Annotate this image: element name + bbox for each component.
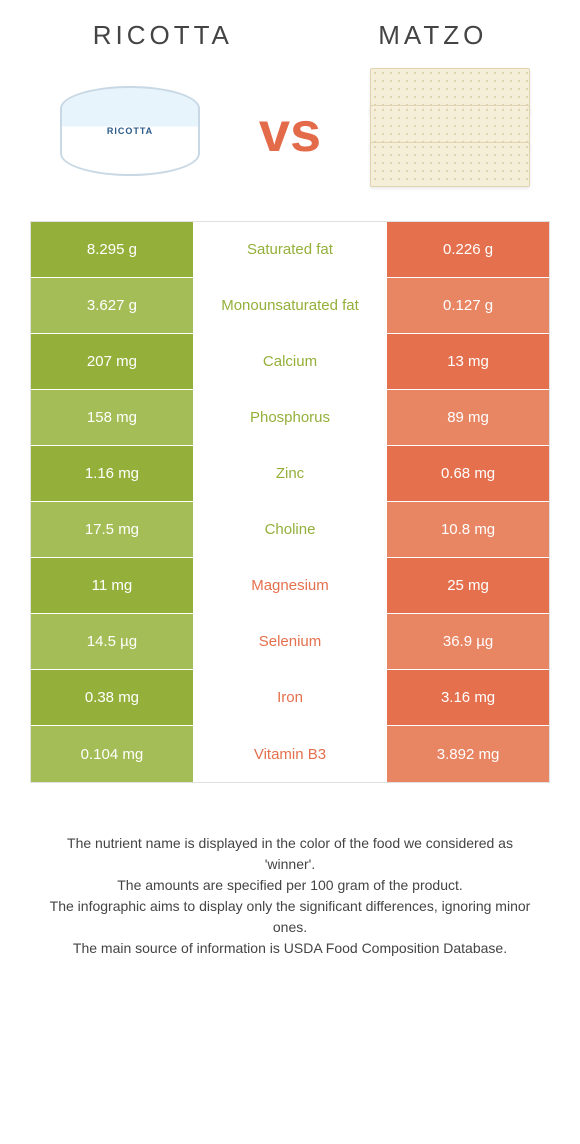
cell-food1-value: 207 mg <box>31 334 193 389</box>
food2-title: Matzo <box>378 20 487 51</box>
footer-line: The infographic aims to display only the… <box>40 896 540 938</box>
cell-food2-value: 0.226 g <box>387 222 549 277</box>
cell-food2-value: 0.127 g <box>387 278 549 333</box>
cell-nutrient-name: Monounsaturated fat <box>193 278 387 333</box>
cell-food1-value: 0.104 mg <box>31 726 193 782</box>
table-row: 3.627 gMonounsaturated fat0.127 g <box>31 278 549 334</box>
cell-food1-value: 8.295 g <box>31 222 193 277</box>
cell-nutrient-name: Calcium <box>193 334 387 389</box>
table-row: 0.104 mgVitamin B33.892 mg <box>31 726 549 782</box>
cell-food2-value: 10.8 mg <box>387 502 549 557</box>
cell-food2-value: 13 mg <box>387 334 549 389</box>
food2-image <box>360 66 540 196</box>
cell-nutrient-name: Phosphorus <box>193 390 387 445</box>
food1-image: RICOTTA <box>40 66 220 196</box>
footer-notes: The nutrient name is displayed in the co… <box>20 833 560 959</box>
table-row: 207 mgCalcium13 mg <box>31 334 549 390</box>
cell-nutrient-name: Magnesium <box>193 558 387 613</box>
cell-food2-value: 3.16 mg <box>387 670 549 725</box>
table-row: 11 mgMagnesium25 mg <box>31 558 549 614</box>
cell-food2-value: 36.9 µg <box>387 614 549 669</box>
cell-nutrient-name: Choline <box>193 502 387 557</box>
ricotta-tub-icon: RICOTTA <box>60 86 200 176</box>
cell-food1-value: 158 mg <box>31 390 193 445</box>
cell-nutrient-name: Vitamin B3 <box>193 726 387 782</box>
footer-line: The amounts are specified per 100 gram o… <box>40 875 540 896</box>
cell-food2-value: 0.68 mg <box>387 446 549 501</box>
ricotta-label: RICOTTA <box>107 126 153 136</box>
matzo-piece-icon <box>370 142 530 187</box>
cell-food1-value: 3.627 g <box>31 278 193 333</box>
cell-food1-value: 1.16 mg <box>31 446 193 501</box>
cell-food2-value: 3.892 mg <box>387 726 549 782</box>
footer-line: The main source of information is USDA F… <box>40 938 540 959</box>
cell-nutrient-name: Zinc <box>193 446 387 501</box>
table-row: 8.295 gSaturated fat0.226 g <box>31 222 549 278</box>
cell-food1-value: 14.5 µg <box>31 614 193 669</box>
table-row: 0.38 mgIron3.16 mg <box>31 670 549 726</box>
cell-food2-value: 89 mg <box>387 390 549 445</box>
vs-label: vs <box>259 99 321 164</box>
cell-food1-value: 17.5 mg <box>31 502 193 557</box>
table-row: 17.5 mgCholine10.8 mg <box>31 502 549 558</box>
cell-nutrient-name: Saturated fat <box>193 222 387 277</box>
header: Ricotta Matzo <box>20 20 560 51</box>
table-row: 1.16 mgZinc0.68 mg <box>31 446 549 502</box>
images-row: RICOTTA vs <box>20 66 560 196</box>
table-row: 14.5 µgSelenium36.9 µg <box>31 614 549 670</box>
cell-nutrient-name: Iron <box>193 670 387 725</box>
food1-title: Ricotta <box>93 20 233 51</box>
cell-food1-value: 0.38 mg <box>31 670 193 725</box>
table-row: 158 mgPhosphorus89 mg <box>31 390 549 446</box>
comparison-table: 8.295 gSaturated fat0.226 g3.627 gMonoun… <box>30 221 550 783</box>
cell-food1-value: 11 mg <box>31 558 193 613</box>
footer-line: The nutrient name is displayed in the co… <box>40 833 540 875</box>
cell-food2-value: 25 mg <box>387 558 549 613</box>
cell-nutrient-name: Selenium <box>193 614 387 669</box>
